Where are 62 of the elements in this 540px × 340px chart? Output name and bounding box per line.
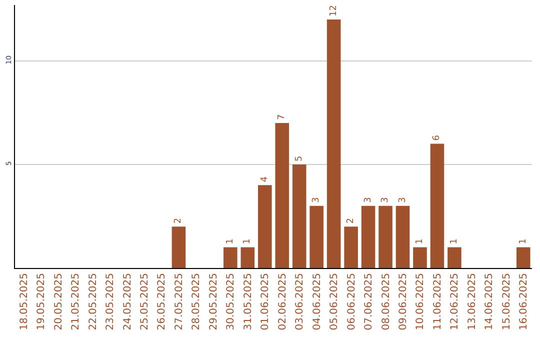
x-tick-label: 13.06.2025 xyxy=(466,273,478,330)
x-tick-label: 18.05.2025 xyxy=(18,273,30,330)
bar xyxy=(413,247,427,268)
bar xyxy=(361,206,376,268)
x-tick-label: 08.06.2025 xyxy=(380,273,392,330)
x-tick-label: 05.06.2025 xyxy=(329,273,340,330)
bar xyxy=(516,247,530,268)
x-tick-label: 26.05.2025 xyxy=(156,273,168,330)
x-tick-label: 11.06.2025 xyxy=(432,273,444,330)
bar xyxy=(448,247,462,268)
bar xyxy=(326,20,341,268)
data-label: 12 xyxy=(328,5,339,16)
x-tick-label: 22.05.2025 xyxy=(88,273,99,330)
data-label: 3 xyxy=(398,197,408,203)
data-label: 6 xyxy=(432,134,442,141)
data-label: 1 xyxy=(449,238,460,244)
x-tick-label: 28.05.2025 xyxy=(191,273,202,330)
x-tick-label: 21.05.2025 xyxy=(70,273,82,330)
bar xyxy=(344,226,358,268)
x-tick-label: 31.05.2025 xyxy=(242,273,254,330)
x-tick-label: 01.06.2025 xyxy=(260,273,272,330)
x-tick-label: 10.06.2025 xyxy=(415,273,426,330)
x-tick-label: 24.05.2025 xyxy=(122,273,134,330)
bar xyxy=(258,185,272,268)
data-label: 1 xyxy=(414,238,425,244)
x-tick-label: 27.05.2025 xyxy=(174,273,185,330)
x-tick-label: 30.05.2025 xyxy=(226,273,237,330)
data-label: 1 xyxy=(518,238,528,244)
data-label: 4 xyxy=(260,176,270,182)
x-tick-label: 15.06.2025 xyxy=(501,273,512,330)
data-label: 3 xyxy=(380,197,391,203)
bar xyxy=(224,247,238,268)
x-tick-label: 19.05.2025 xyxy=(36,273,48,330)
x-tick-label: 06.06.2025 xyxy=(346,273,358,330)
x-tick-label: 03.06.2025 xyxy=(294,273,306,330)
x-tick-label: 16.06.2025 xyxy=(518,273,530,330)
x-tick-label: 07.06.2025 xyxy=(364,273,375,330)
x-tick-label: 20.05.2025 xyxy=(53,273,64,330)
data-label: 2 xyxy=(346,218,356,224)
bar xyxy=(172,226,186,268)
x-tick-label: 09.06.2025 xyxy=(398,273,409,330)
x-tick-label: 02.06.2025 xyxy=(277,273,288,330)
data-label: 1 xyxy=(242,238,253,244)
bar xyxy=(292,164,306,268)
x-tick-label: 23.05.2025 xyxy=(105,273,116,330)
data-label: 3 xyxy=(312,197,322,203)
x-tick-label: 12.06.2025 xyxy=(450,273,461,330)
bar xyxy=(378,206,392,268)
bar xyxy=(396,206,410,268)
data-label: 3 xyxy=(363,197,374,203)
data-label: 1 xyxy=(225,238,236,244)
bar xyxy=(430,144,444,268)
bar xyxy=(275,123,290,268)
data-label: 2 xyxy=(174,218,184,224)
x-tick-label: 14.06.2025 xyxy=(484,273,496,330)
x-tick-label: 04.06.2025 xyxy=(312,273,323,330)
data-label: 7 xyxy=(277,114,288,120)
data-label: 5 xyxy=(294,156,304,162)
bar xyxy=(240,247,255,268)
x-tick-label: 29.05.2025 xyxy=(208,273,220,330)
bar xyxy=(310,206,324,268)
x-tick-label: 25.05.2025 xyxy=(140,273,150,330)
